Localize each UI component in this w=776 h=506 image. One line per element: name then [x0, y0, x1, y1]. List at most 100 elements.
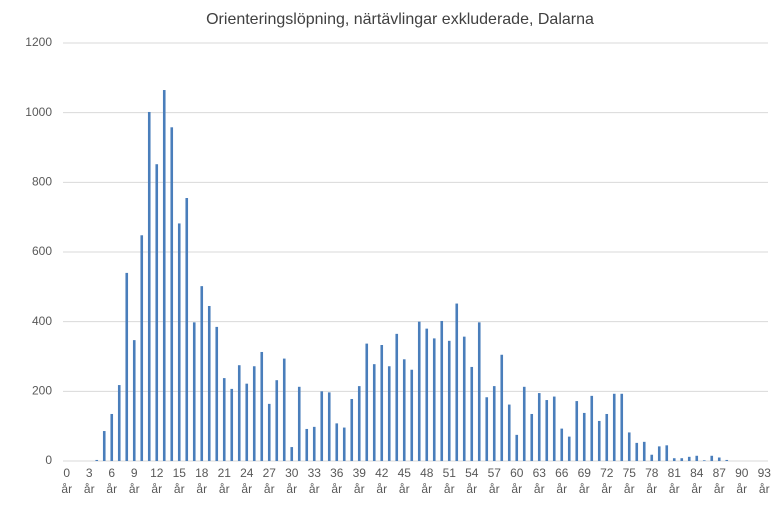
x-tick-label: 60 år [510, 466, 524, 496]
x-tick-label: 45 år [397, 466, 411, 496]
bar [605, 413, 609, 461]
y-tick-label: 0 [45, 453, 52, 467]
x-tick-label: 90 år [735, 466, 749, 496]
bar [537, 393, 541, 461]
bar [447, 340, 451, 461]
x-tick-label: 3 år [83, 466, 95, 496]
bar [575, 401, 579, 461]
bar [230, 388, 234, 461]
bar [357, 386, 361, 461]
bar [245, 383, 249, 461]
bar [177, 223, 181, 461]
bar [552, 396, 556, 461]
x-tick-label: 78 år [645, 466, 659, 496]
bar [237, 365, 241, 461]
bar [207, 305, 211, 461]
bar [687, 456, 691, 461]
bar [372, 364, 376, 461]
bar [657, 446, 661, 461]
bar [350, 398, 354, 461]
bar [522, 386, 526, 461]
bar [612, 393, 616, 461]
x-tick-label: 93 år [757, 466, 771, 496]
bar [312, 426, 316, 461]
bar [200, 286, 204, 461]
bar [545, 400, 549, 461]
bar [140, 235, 144, 461]
bar [620, 393, 624, 461]
bar [515, 434, 519, 461]
bar [387, 366, 391, 461]
bar [455, 303, 459, 461]
x-tick-label: 87 år [712, 466, 726, 496]
y-tick-label: 200 [32, 384, 52, 398]
bar [215, 326, 219, 461]
bar [507, 404, 511, 461]
x-tick-label: 63 år [532, 466, 546, 496]
bar [425, 328, 429, 461]
bar [327, 392, 331, 461]
x-tick-label: 72 år [600, 466, 614, 496]
bar [477, 322, 481, 461]
bar [380, 345, 384, 461]
bar [117, 385, 121, 461]
x-tick-label: 36 år [330, 466, 344, 496]
bar [305, 428, 309, 461]
bar [267, 403, 271, 461]
x-tick-label: 84 år [690, 466, 704, 496]
bar [717, 457, 721, 461]
bar [275, 380, 279, 461]
x-tick-label: 51 år [442, 466, 456, 496]
bar [297, 386, 301, 461]
bar [567, 436, 571, 461]
x-tick-label: 42 år [375, 466, 389, 496]
bar [290, 447, 294, 461]
bar [342, 427, 346, 461]
bar [590, 395, 594, 461]
bar [252, 366, 256, 461]
x-tick-label: 48 år [420, 466, 434, 496]
bar [147, 111, 151, 461]
x-tick-label: 81 år [667, 466, 681, 496]
x-tick-label: 21 år [217, 466, 231, 496]
bar [155, 164, 159, 461]
bar [725, 459, 729, 461]
bar [672, 458, 676, 461]
x-tick-label: 15 år [172, 466, 186, 496]
bar [530, 413, 534, 461]
x-tick-label: 30 år [285, 466, 299, 496]
x-tick-label: 69 år [577, 466, 591, 496]
bar [417, 321, 421, 461]
x-tick-label: 24 år [240, 466, 254, 496]
bar [132, 340, 136, 461]
x-tick-label: 54 år [465, 466, 479, 496]
chart-title: Orienteringslöpning, närtävlingar exklud… [206, 11, 594, 28]
x-tick-label: 33 år [307, 466, 321, 496]
bar [395, 333, 399, 461]
bar [320, 391, 324, 461]
bar [627, 432, 631, 461]
bar [410, 369, 414, 461]
bar [500, 354, 504, 461]
bar [185, 198, 189, 461]
bar [110, 413, 114, 461]
bar [597, 420, 601, 461]
bar [365, 343, 369, 461]
bar [470, 366, 474, 461]
bar [102, 431, 106, 461]
bar [560, 428, 564, 461]
bar [582, 412, 586, 461]
y-tick-label: 1200 [25, 35, 52, 49]
x-tick-label: 57 år [487, 466, 501, 496]
bar [125, 272, 129, 461]
bar [402, 359, 406, 461]
y-tick-label: 400 [32, 314, 52, 328]
bar [665, 445, 669, 461]
bar [695, 455, 699, 461]
x-tick-label: 9 år [128, 466, 140, 496]
y-tick-label: 1000 [25, 105, 52, 119]
bar [95, 459, 99, 461]
y-tick-label: 800 [32, 175, 52, 189]
bar [162, 90, 166, 462]
